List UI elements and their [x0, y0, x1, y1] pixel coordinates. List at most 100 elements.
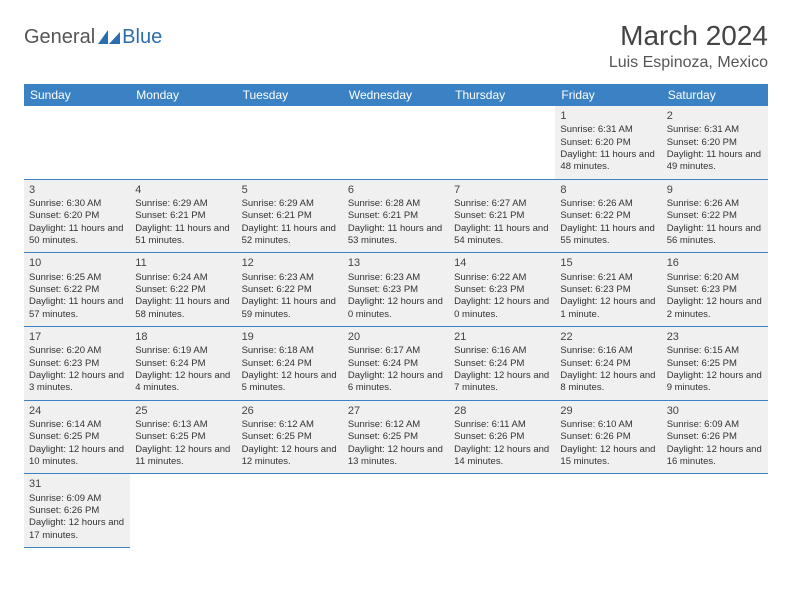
calendar-row: 10Sunrise: 6:25 AMSunset: 6:22 PMDayligh… — [24, 253, 768, 327]
logo-text-general: General — [24, 26, 95, 49]
sunset-line: Sunset: 6:21 PM — [348, 210, 444, 222]
day-cell: 25Sunrise: 6:13 AMSunset: 6:25 PMDayligh… — [130, 400, 236, 474]
day-number: 5 — [242, 183, 338, 197]
weekday-header: Saturday — [662, 84, 768, 106]
sunrise-line: Sunrise: 6:12 AM — [242, 419, 338, 431]
sunrise-line: Sunrise: 6:19 AM — [135, 345, 231, 357]
daylight-line: Daylight: 11 hours and 55 minutes. — [560, 223, 656, 248]
logo-text-blue: Blue — [122, 26, 162, 49]
sunset-line: Sunset: 6:23 PM — [348, 284, 444, 296]
day-number: 10 — [29, 256, 125, 270]
daylight-line: Daylight: 12 hours and 17 minutes. — [29, 517, 125, 542]
sunset-line: Sunset: 6:26 PM — [560, 431, 656, 443]
sunrise-line: Sunrise: 6:14 AM — [29, 419, 125, 431]
day-cell: 31Sunrise: 6:09 AMSunset: 6:26 PMDayligh… — [24, 474, 130, 548]
sunrise-line: Sunrise: 6:10 AM — [560, 419, 656, 431]
calendar-table: SundayMondayTuesdayWednesdayThursdayFrid… — [24, 84, 768, 548]
sunrise-line: Sunrise: 6:31 AM — [667, 124, 763, 136]
day-cell: 9Sunrise: 6:26 AMSunset: 6:22 PMDaylight… — [662, 179, 768, 253]
day-number: 8 — [560, 183, 656, 197]
sunrise-line: Sunrise: 6:23 AM — [242, 272, 338, 284]
daylight-line: Daylight: 12 hours and 13 minutes. — [348, 444, 444, 469]
day-number: 23 — [667, 330, 763, 344]
daylight-line: Daylight: 11 hours and 56 minutes. — [667, 223, 763, 248]
day-number: 15 — [560, 256, 656, 270]
sunrise-line: Sunrise: 6:18 AM — [242, 345, 338, 357]
daylight-line: Daylight: 11 hours and 57 minutes. — [29, 296, 125, 321]
day-number: 19 — [242, 330, 338, 344]
day-number: 17 — [29, 330, 125, 344]
sunset-line: Sunset: 6:23 PM — [29, 358, 125, 370]
day-cell: 10Sunrise: 6:25 AMSunset: 6:22 PMDayligh… — [24, 253, 130, 327]
sunset-line: Sunset: 6:25 PM — [29, 431, 125, 443]
day-cell: 8Sunrise: 6:26 AMSunset: 6:22 PMDaylight… — [555, 179, 661, 253]
weekday-header: Thursday — [449, 84, 555, 106]
day-number: 28 — [454, 404, 550, 418]
calendar-row: 31Sunrise: 6:09 AMSunset: 6:26 PMDayligh… — [24, 474, 768, 548]
empty-cell — [662, 474, 768, 548]
sunset-line: Sunset: 6:24 PM — [242, 358, 338, 370]
day-number: 9 — [667, 183, 763, 197]
sunset-line: Sunset: 6:24 PM — [454, 358, 550, 370]
empty-cell — [130, 474, 236, 548]
sunset-line: Sunset: 6:20 PM — [667, 137, 763, 149]
day-number: 21 — [454, 330, 550, 344]
sunrise-line: Sunrise: 6:11 AM — [454, 419, 550, 431]
day-cell: 28Sunrise: 6:11 AMSunset: 6:26 PMDayligh… — [449, 400, 555, 474]
weekday-header: Friday — [555, 84, 661, 106]
day-cell: 5Sunrise: 6:29 AMSunset: 6:21 PMDaylight… — [237, 179, 343, 253]
daylight-line: Daylight: 12 hours and 6 minutes. — [348, 370, 444, 395]
day-number: 3 — [29, 183, 125, 197]
logo: General Blue — [24, 26, 162, 49]
daylight-line: Daylight: 12 hours and 12 minutes. — [242, 444, 338, 469]
sunset-line: Sunset: 6:25 PM — [667, 358, 763, 370]
sunset-line: Sunset: 6:21 PM — [454, 210, 550, 222]
logo-sail-icon — [98, 30, 120, 44]
sunrise-line: Sunrise: 6:12 AM — [348, 419, 444, 431]
location: Luis Espinoza, Mexico — [609, 54, 768, 72]
sunrise-line: Sunrise: 6:23 AM — [348, 272, 444, 284]
sunset-line: Sunset: 6:23 PM — [667, 284, 763, 296]
sunset-line: Sunset: 6:22 PM — [135, 284, 231, 296]
sunset-line: Sunset: 6:24 PM — [348, 358, 444, 370]
daylight-line: Daylight: 12 hours and 4 minutes. — [135, 370, 231, 395]
day-cell: 26Sunrise: 6:12 AMSunset: 6:25 PMDayligh… — [237, 400, 343, 474]
day-cell: 19Sunrise: 6:18 AMSunset: 6:24 PMDayligh… — [237, 327, 343, 401]
day-number: 7 — [454, 183, 550, 197]
daylight-line: Daylight: 12 hours and 7 minutes. — [454, 370, 550, 395]
day-number: 29 — [560, 404, 656, 418]
sunrise-line: Sunrise: 6:13 AM — [135, 419, 231, 431]
day-cell: 24Sunrise: 6:14 AMSunset: 6:25 PMDayligh… — [24, 400, 130, 474]
header: General Blue March 2024 Luis Espinoza, M… — [24, 20, 768, 72]
day-cell: 14Sunrise: 6:22 AMSunset: 6:23 PMDayligh… — [449, 253, 555, 327]
daylight-line: Daylight: 12 hours and 0 minutes. — [454, 296, 550, 321]
day-cell: 3Sunrise: 6:30 AMSunset: 6:20 PMDaylight… — [24, 179, 130, 253]
sunset-line: Sunset: 6:23 PM — [454, 284, 550, 296]
sunrise-line: Sunrise: 6:20 AM — [29, 345, 125, 357]
calendar-body: 1Sunrise: 6:31 AMSunset: 6:20 PMDaylight… — [24, 106, 768, 548]
day-number: 31 — [29, 477, 125, 491]
sunset-line: Sunset: 6:26 PM — [667, 431, 763, 443]
empty-cell — [449, 106, 555, 179]
sunset-line: Sunset: 6:22 PM — [242, 284, 338, 296]
sunset-line: Sunset: 6:26 PM — [29, 505, 125, 517]
daylight-line: Daylight: 11 hours and 49 minutes. — [667, 149, 763, 174]
sunset-line: Sunset: 6:25 PM — [348, 431, 444, 443]
sunrise-line: Sunrise: 6:22 AM — [454, 272, 550, 284]
day-cell: 30Sunrise: 6:09 AMSunset: 6:26 PMDayligh… — [662, 400, 768, 474]
day-cell: 27Sunrise: 6:12 AMSunset: 6:25 PMDayligh… — [343, 400, 449, 474]
sunset-line: Sunset: 6:20 PM — [560, 137, 656, 149]
day-number: 1 — [560, 109, 656, 123]
day-cell: 18Sunrise: 6:19 AMSunset: 6:24 PMDayligh… — [130, 327, 236, 401]
sunrise-line: Sunrise: 6:30 AM — [29, 198, 125, 210]
sunrise-line: Sunrise: 6:17 AM — [348, 345, 444, 357]
weekday-header: Sunday — [24, 84, 130, 106]
empty-cell — [555, 474, 661, 548]
daylight-line: Daylight: 11 hours and 52 minutes. — [242, 223, 338, 248]
daylight-line: Daylight: 11 hours and 51 minutes. — [135, 223, 231, 248]
day-number: 6 — [348, 183, 444, 197]
daylight-line: Daylight: 12 hours and 14 minutes. — [454, 444, 550, 469]
daylight-line: Daylight: 12 hours and 8 minutes. — [560, 370, 656, 395]
day-number: 13 — [348, 256, 444, 270]
empty-cell — [237, 474, 343, 548]
